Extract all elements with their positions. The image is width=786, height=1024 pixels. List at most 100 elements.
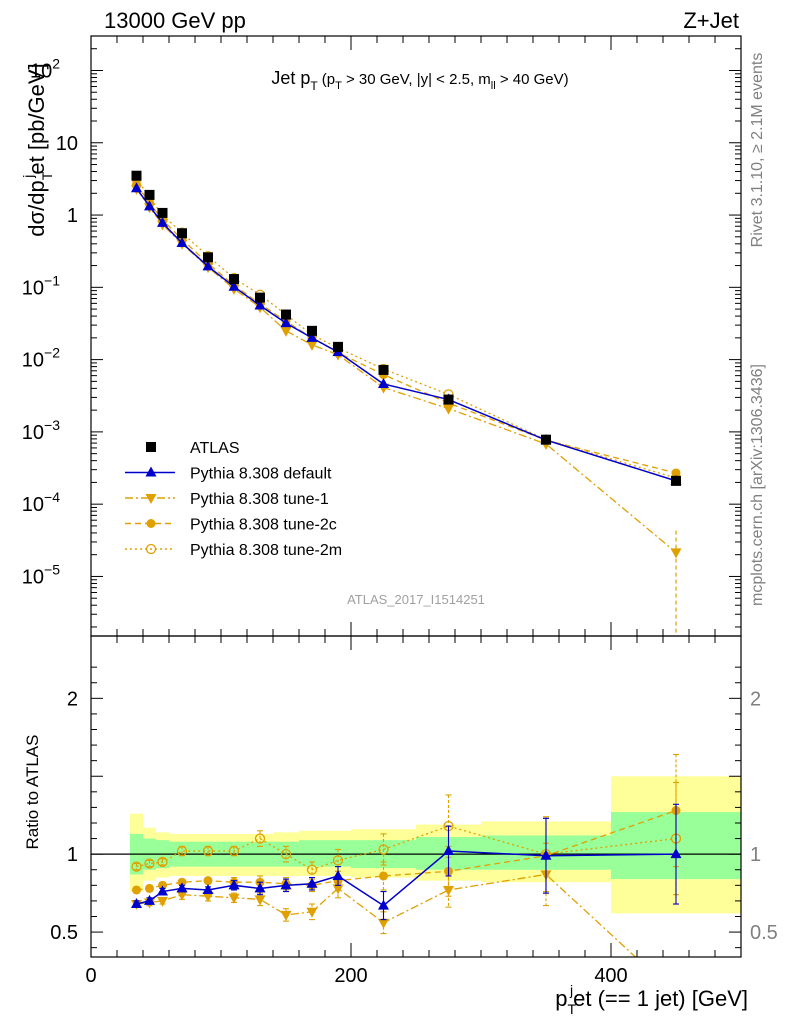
ratio-point-tune1-8: [306, 907, 318, 918]
main-point-default-4: [202, 260, 214, 271]
legend-label-data: ATLAS: [190, 440, 240, 457]
main-point-default-0: [131, 182, 142, 193]
main-ytick-label-base-1: 10: [56, 133, 78, 155]
ratio-line-tune1: [136, 873, 637, 957]
main-point-default-6: [254, 299, 266, 310]
main-point-tune1-8: [306, 340, 318, 351]
legend-marker-tune1: [145, 494, 157, 504]
main-line-tune2m: [135, 178, 677, 479]
ratio-point-default-13: [670, 848, 682, 859]
y-label-top-sup: j: [20, 175, 36, 179]
ratio-point-default-1: [144, 894, 155, 905]
main-ytick-label-base-0: 10: [30, 60, 52, 82]
main-point-data-0: [131, 170, 142, 181]
x-label-sub: T: [567, 1001, 576, 1017]
ratio-point-tune2m-3: [176, 845, 188, 857]
ratio-point-default-2: [157, 885, 168, 896]
ratio-point-tune1-4: [202, 892, 214, 903]
ratio-line-tune2m: [136, 825, 677, 871]
ratio-point-default-4: [202, 883, 214, 894]
main-point-tune1-11: [443, 404, 454, 415]
legend: ATLAS Pythia 8.308 default Pythia 8.308 tu…: [125, 440, 342, 559]
ratio-xtick-label-0: 0: [85, 965, 96, 987]
ratio-point-default-3: [176, 882, 188, 893]
main-ytick-label-exp-7: −5: [44, 561, 60, 577]
ratio-point-tune1-11: [443, 885, 454, 896]
ratio-frame: [90, 635, 742, 958]
main-ytick-label-base-5: 10: [22, 422, 44, 444]
main-point-data-11: [443, 394, 454, 405]
main-point-data-8: [307, 325, 317, 336]
main-point-data-9: [333, 341, 343, 352]
side-rivet: Rivet 3.1.10, ≥ 2.1M events: [749, 53, 766, 248]
main-point-data-13: [671, 475, 681, 486]
x-label: pTjet (== 1 jet) [GeV]: [555, 982, 748, 1017]
legend-marker-default: [145, 466, 157, 477]
main-point-data-1: [144, 189, 155, 200]
ratio-point-tune2c-0: [132, 885, 141, 895]
ratio-point-tune2c-4: [203, 876, 213, 886]
main-point-data-2: [157, 207, 168, 218]
x-label-sup: j: [569, 982, 573, 998]
main-point-tune1-7: [280, 326, 292, 337]
ratio-bands: [91, 776, 741, 914]
main-point-default-7: [280, 317, 292, 328]
main-point-default-10: [378, 377, 389, 388]
main-ytick-label-0: 102: [30, 55, 60, 82]
ratio-ytick-label-right-0: 0.5: [750, 922, 778, 944]
ratio-point-tune1-2: [157, 896, 168, 907]
main-point-data-6: [255, 292, 265, 303]
band-inner-9: [325, 840, 351, 867]
main-point-default-2: [157, 216, 168, 227]
ratio-ytick-label-left-0: 0.5: [50, 922, 78, 944]
ratio-point-default-9: [332, 869, 344, 880]
legend-marker-data: [146, 442, 156, 452]
main-point-default-8: [306, 331, 318, 342]
ratio-point-tune1-9: [332, 884, 344, 895]
main-point-data-5: [229, 274, 239, 285]
main-ytick-label-base-3: 10: [22, 277, 44, 299]
plot-title-cut-2-sub: ll: [491, 80, 496, 92]
x-label-b: et (== 1 jet) [GeV]: [573, 986, 748, 1011]
main-ytick-label-3: 10−1: [22, 272, 60, 299]
ratio-xtick-label-2: 400: [594, 965, 627, 987]
ratio-ytick-label-right-2: 2: [750, 688, 761, 710]
main-ytick-label-4: 10−2: [22, 345, 60, 372]
ratio-point-default-12: [540, 849, 552, 860]
main-ytick-label-base-7: 10: [22, 566, 44, 588]
main-ytick-label-exp-6: −4: [44, 489, 60, 505]
ratio-point-default-0: [131, 898, 142, 909]
ratio-point-default-6: [254, 882, 266, 893]
legend-marker-tune2m: [145, 543, 157, 555]
ratio-point-tune2m-9: [332, 855, 344, 866]
main-ytick-label-exp-5: −3: [44, 417, 60, 433]
main-point-data-10: [378, 364, 389, 375]
ratio-point-tune2m-7: [280, 849, 292, 860]
ratio-point-tune2c-2: [158, 880, 167, 890]
main-point-data-7: [281, 309, 291, 320]
main-ytick-label-exp-0: 2: [52, 55, 60, 71]
legend-marker-tune2c: [146, 519, 156, 528]
ratio-point-default-7: [280, 879, 292, 890]
main-ytick-label-base-4: 10: [22, 350, 44, 372]
ratio-line-default: [136, 850, 677, 907]
main-ytick-label-base-2: 1: [67, 205, 78, 227]
main-point-tune2c-13: [671, 468, 681, 478]
plot-title-cut-3: > 40 GeV): [496, 71, 569, 88]
main-ytick-label-exp-4: −2: [44, 345, 60, 361]
ratio-point-tune2c-10: [379, 871, 388, 881]
ratio-point-tune2m-0: [131, 861, 142, 872]
ratio-line-tune2c: [136, 809, 677, 891]
y-label-top-a: dσ/dp: [24, 180, 49, 236]
ratio-point-tune2m-8: [306, 864, 318, 875]
main-line-tune1: [135, 188, 677, 553]
main-point-data-4: [203, 252, 213, 263]
plot-title-main-sub: T: [310, 79, 318, 93]
y-label-top-b: et [pb/GeV]: [24, 63, 49, 174]
ratio-point-tune2m-10: [378, 844, 389, 855]
header-right: Z+Jet: [683, 8, 739, 33]
plot-title: Jet pT (pT > 30 GeV, |y| < 2.5, mll > 40 …: [271, 68, 568, 93]
main-ytick-label-2: 1: [67, 205, 78, 227]
ratio-plot: [131, 753, 682, 957]
